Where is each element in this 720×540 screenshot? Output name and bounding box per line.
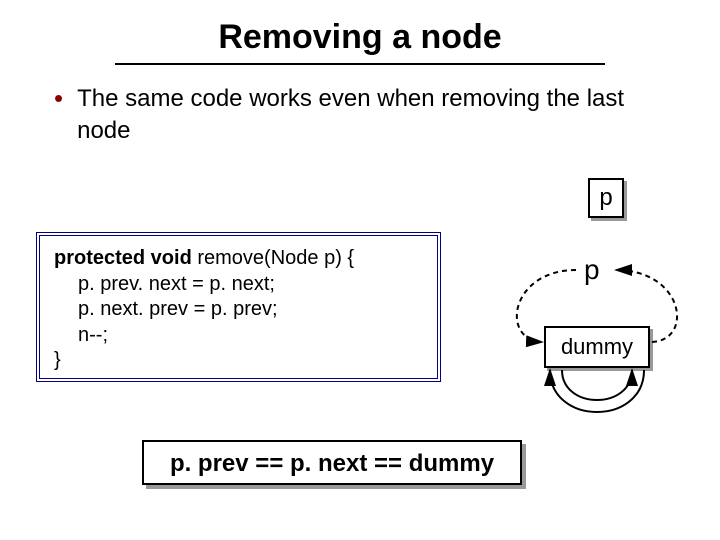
code-line-1: protected void remove(Node p) { (54, 246, 423, 272)
slide-title: Removing a node (0, 0, 720, 63)
bullet-text: The same code works even when removing t… (77, 83, 680, 148)
p-label-box: p (588, 178, 624, 218)
equation-box: p. prev == p. next == dummy (142, 440, 522, 485)
code-kw: protected void (54, 247, 197, 269)
diagram-svg (470, 230, 700, 430)
code-line-3: p. next. prev = p. prev; (54, 297, 423, 323)
bullet-dot: • (54, 83, 63, 114)
code-box: protected void remove(Node p) { p. prev.… (36, 232, 441, 382)
code-line-5: } (54, 348, 423, 374)
bullet-row: • The same code works even when removing… (0, 83, 720, 148)
code-line-1-rest: remove(Node p) { (197, 247, 354, 269)
code-line-4: n--; (54, 323, 423, 349)
code-line-2: p. prev. next = p. next; (54, 272, 423, 298)
title-underline (115, 63, 605, 65)
